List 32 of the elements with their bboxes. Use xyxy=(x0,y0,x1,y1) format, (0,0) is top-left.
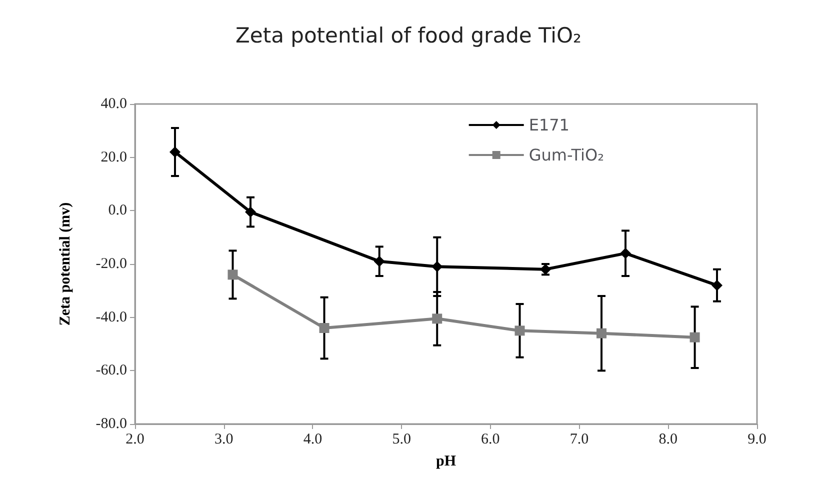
x-tick-label: 2.0 xyxy=(126,432,144,448)
x-tick-label: 9.0 xyxy=(748,432,766,448)
x-tick-label: 8.0 xyxy=(658,432,678,448)
y-tick-label: 20.0 xyxy=(100,149,127,166)
point xyxy=(620,248,631,259)
x-axis-title: pH xyxy=(436,454,456,470)
y-tick-label: -20.0 xyxy=(96,256,127,272)
point xyxy=(319,323,330,333)
x-tick-label: 6.0 xyxy=(481,432,500,448)
point xyxy=(228,270,238,280)
x-tick-label: 5.0 xyxy=(392,432,411,448)
y-tick-label: -60.0 xyxy=(96,362,127,379)
y-axis-title: Zeta potential (mv) xyxy=(58,202,74,326)
point xyxy=(432,261,443,272)
point xyxy=(374,256,385,267)
point xyxy=(690,332,700,342)
chart-title: Zeta potential of food grade TiO₂ xyxy=(236,24,582,48)
point xyxy=(432,314,442,324)
point xyxy=(712,280,723,291)
point xyxy=(245,206,256,218)
point xyxy=(169,146,180,158)
point xyxy=(596,328,606,338)
x-tick-label: 4.0 xyxy=(303,432,322,448)
y-tick-label: 0.0 xyxy=(108,202,127,219)
legend-label: Gum-TiO₂ xyxy=(528,146,604,164)
x-tick-label: 3.0 xyxy=(214,432,234,448)
y-tick-label: -40.0 xyxy=(96,309,127,326)
legend-label: E171 xyxy=(528,116,570,134)
x-tick-label: 7.0 xyxy=(570,432,589,448)
point xyxy=(514,326,525,336)
y-tick-label: -80.0 xyxy=(96,416,127,432)
y-tick-label: 40.0 xyxy=(100,96,127,112)
